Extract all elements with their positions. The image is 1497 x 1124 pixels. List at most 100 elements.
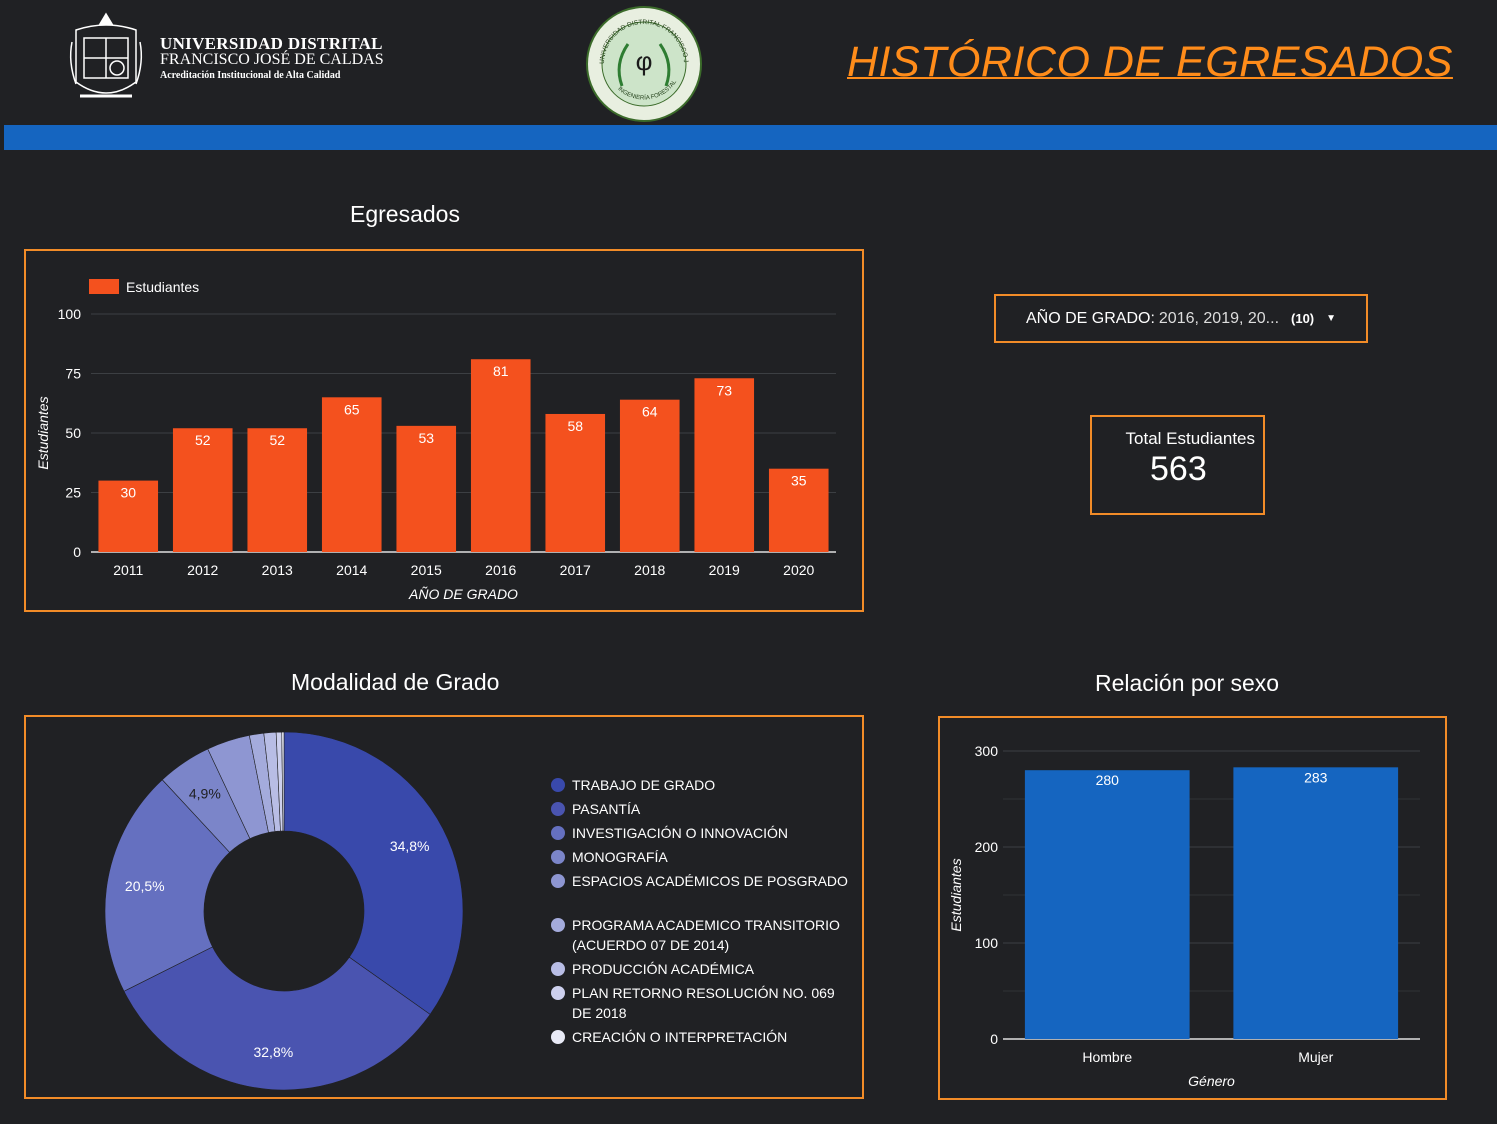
bar [321,397,382,552]
y-tick-label: 50 [65,425,81,441]
y-tick-label: 200 [975,839,999,855]
legend-dot [551,874,565,888]
x-tick-label: 2016 [485,562,516,578]
legend-dot [551,778,565,792]
bar-value-label: 53 [418,430,434,446]
slice-label: 34,8% [390,838,430,854]
faculty-seal-logo: UNIVERSIDAD DISTRITAL FRANCISCO JOSÉ DE … [581,0,704,124]
bar-value-label: 65 [344,401,360,417]
donut-slice [123,946,431,1091]
legend-item: PLAN RETORNO RESOLUCIÓN NO. 069 DE 2018 [551,983,851,1023]
sexo-chart-panel: 0 100 200 300 280 Hombre 283 Mujer Género Estudia… [938,716,1447,1100]
x-tick-label: 2017 [560,562,591,578]
egresados-bar-chart: Estudiantes 0 25 50 75 100 30 2011 52 2012 52 2013 6… [35,279,836,602]
x-tick-label: 2011 [113,562,143,578]
donut-slice [281,731,285,832]
legend-label: Estudiantes [126,279,199,295]
legend-label: CREACIÓN O INTERPRETACIÓN [572,1029,788,1045]
legend-label: PROGRAMA ACADEMICO TRANSITORIO (ACUERDO … [572,917,840,953]
bar-value-label: 30 [120,485,136,501]
modalidad-donut-chart: 34,8% 32,8% 20,5% 4,9% [104,731,464,1091]
legend-label: ESPACIOS ACADÉMICOS DE POSGRADO [572,873,848,889]
legend-dot [551,962,565,976]
legend-item: CREACIÓN O INTERPRETACIÓN [551,1027,851,1047]
x-tick-label: Hombre [1082,1049,1132,1065]
bar [98,480,159,552]
egresados-chart-panel: Estudiantes 0 25 50 75 100 30 2011 52 2012 52 2013 6… [24,249,864,612]
legend-dot [551,986,565,1000]
bar [396,425,457,552]
y-tick-label: 0 [990,1031,998,1047]
egresados-title: Egresados [350,201,460,227]
legend-label: PRODUCCIÓN ACADÉMICA [572,961,755,977]
slice-label: 4,9% [189,786,221,802]
bar-value-label: 52 [195,432,211,448]
y-axis-title: Estudiantes [35,396,51,469]
y-tick-label: 100 [58,306,82,322]
filter-label: AÑO DE GRADO: [1026,309,1155,327]
bar-value-label: 280 [1096,772,1120,788]
bar-value-label: 73 [716,382,732,398]
slice-label: 32,8% [253,1044,293,1060]
x-tick-label: 2012 [187,562,218,578]
caret-down-icon[interactable]: ▼ [1326,313,1337,324]
legend-swatch [89,279,119,294]
x-tick-label: Mujer [1298,1049,1333,1065]
x-tick-label: 2014 [336,562,367,578]
legend-item: INVESTIGACIÓN O INNOVACIÓN [551,823,851,843]
legend-label: TRABAJO DE GRADO [572,777,716,793]
legend-item: ESPACIOS ACADÉMICOS DE POSGRADO [551,871,851,891]
y-axis-title: Estudiantes [948,858,964,931]
legend-item: MONOGRAFÍA [551,847,851,867]
filter-count: (10) [1291,311,1315,326]
kpi-label: Total Estudiantes [1125,429,1255,448]
y-tick-label: 25 [65,485,81,501]
legend-item: PASANTÍA [551,799,851,819]
x-tick-label: 2015 [411,562,442,578]
bar [172,428,233,552]
donut-slice [283,731,464,1015]
modalidad-chart-panel: 34,8% 32,8% 20,5% 4,9% TRABAJO DE GRADO PASA… [24,715,864,1099]
legend-item: PRODUCCIÓN ACADÉMICA [551,959,851,979]
x-axis-title: AÑO DE GRADO [408,586,518,602]
university-logo [66,12,391,110]
x-tick-label: 2019 [709,562,740,578]
bar [768,468,829,552]
x-tick-label: 2020 [783,562,814,578]
bar [694,378,755,552]
slice-label: 20,5% [125,878,165,894]
x-tick-label: 2018 [634,562,665,578]
page-title: HISTÓRICO DE EGRESADOS [847,38,1453,86]
legend-item: TRABAJO DE GRADO [551,775,851,795]
legend-dot [551,918,565,932]
y-tick-label: 100 [975,935,999,951]
kpi-value: 563 [1150,450,1207,488]
legend-label: MONOGRAFÍA [572,849,668,865]
sexo-bar-chart: 0 100 200 300 280 Hombre 283 Mujer Género Estudia… [948,743,1420,1089]
legend-dot [551,826,565,840]
legend-dot [551,850,565,864]
x-axis-title: Género [1188,1073,1235,1089]
y-tick-label: 300 [975,743,999,759]
university-accreditation: Acreditación Institucional de Alta Calid… [160,70,341,81]
y-tick-label: 75 [65,366,81,382]
bar [470,359,531,552]
bar [1233,767,1399,1039]
modalidad-title: Modalidad de Grado [291,669,500,695]
legend-label: PLAN RETORNO RESOLUCIÓN NO. 069 DE 2018 [572,985,835,1021]
legend-item: PROGRAMA ACADEMICO TRANSITORIO (ACUERDO … [551,915,851,955]
legend-dot [551,1030,565,1044]
legend-dot [551,802,565,816]
bar-value-label: 64 [642,404,658,420]
bar [619,399,680,552]
bar-value-label: 81 [493,363,509,379]
header-band [4,125,1497,150]
filter-value: 2016, 2019, 20... [1158,309,1280,327]
bar-value-label: 35 [791,473,807,489]
legend-label: PASANTÍA [572,801,641,817]
bar [545,413,606,552]
seal-symbol: φ [636,46,653,76]
university-name-line2: FRANCISCO JOSÉ DE CALDAS [160,51,384,68]
year-filter-dropdown[interactable]: AÑO DE GRADO: 2016, 2019, 20... (10) ▼ [994,294,1368,343]
university-name-line1: UNIVERSIDAD DISTRITAL [160,34,383,53]
